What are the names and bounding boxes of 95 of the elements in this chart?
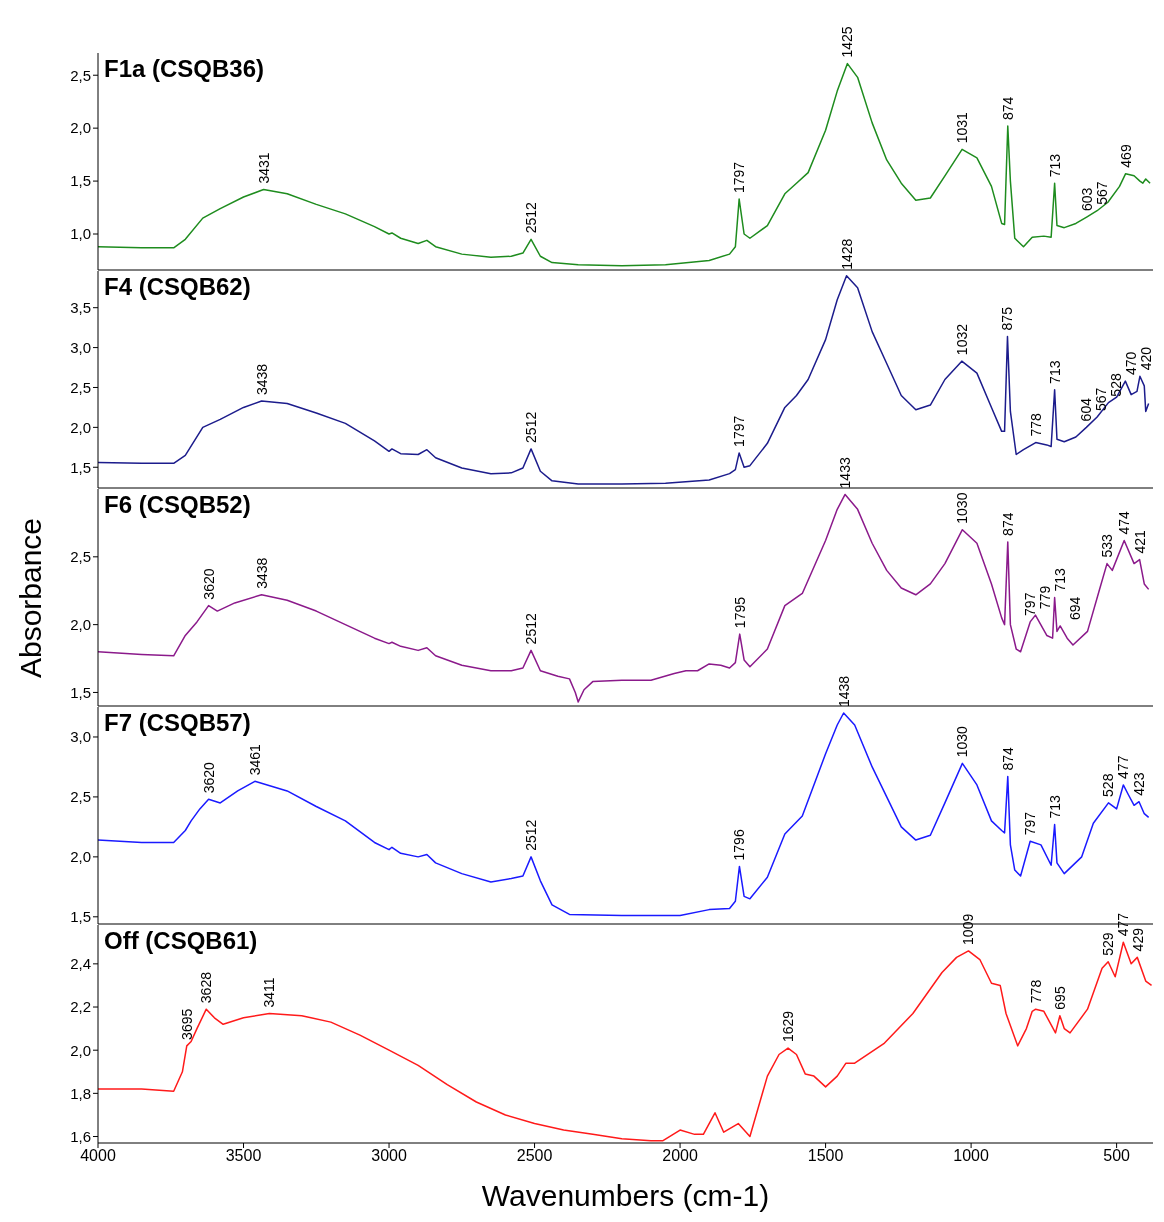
annotation: 778 [1027,412,1044,437]
annotation: 1797 [731,161,748,194]
annotation: 3620 [200,568,217,600]
annotation: 779 [1037,585,1054,610]
annotation: 713 [1052,567,1069,592]
chart-title: F7 (CSQB57) [104,709,251,737]
annotation: 1629 [780,1010,797,1043]
y-tick-label: 2,0 [70,615,91,633]
annotation: 713 [1046,153,1063,178]
annotation: 1438 [835,675,852,707]
y-tick-label: 3,0 [70,728,91,746]
annotation: 421 [1131,529,1148,554]
annotation: 2512 [523,613,540,645]
chart-title: F6 (CSQB52) [104,491,251,519]
annotation: 2512 [523,201,540,234]
annotation: 694 [1067,596,1084,620]
annotation: 3438 [253,363,270,396]
annotation: 3431 [255,152,272,184]
annotation: 3628 [198,971,215,1004]
x-tick-label: 3500 [225,1147,262,1165]
annotation: 470 [1123,351,1140,376]
annotation: 567 [1093,387,1110,411]
y-tick-label: 2,5 [70,788,91,806]
annotation: 528 [1100,773,1117,797]
annotation: 778 [1027,979,1044,1004]
annotation: 1428 [838,238,855,270]
annotation: 1030 [954,492,971,524]
annotation: 797 [1022,811,1039,836]
annotation: 477 [1115,755,1132,779]
annotation: 3438 [253,557,270,589]
annotation: 875 [999,306,1016,331]
annotation: 713 [1046,794,1063,819]
chart-title: Off (CSQB61) [104,927,258,955]
annotation: 874 [999,512,1016,536]
annotation: 420 [1138,346,1155,371]
y-tick-label: 2,2 [70,998,91,1016]
x-tick-label: 4000 [80,1147,116,1165]
annotation: 1795 [731,596,748,629]
x-tick-label: 2500 [516,1147,553,1165]
y-tick-label: 1,8 [70,1084,91,1102]
x-tick-label: 2000 [662,1147,698,1165]
x-tick-label: 1000 [953,1147,989,1165]
y-axis-title: Absorbance [13,517,48,679]
annotation: 429 [1130,927,1147,952]
x-tick-label: 3000 [371,1147,407,1165]
x-tick-label: 1500 [807,1147,844,1165]
y-tick-label: 1,0 [70,225,91,243]
x-tick-label: 500 [1103,1147,1131,1165]
annotation: 874 [999,96,1016,121]
annotation: 1433 [837,457,854,489]
y-tick-label: 3,5 [70,299,91,317]
annotation: 1425 [839,26,856,58]
x-axis-title: Wavenumbers (cm-1) [480,1179,771,1213]
annotation: 3620 [200,761,217,794]
annotation: 2512 [523,411,540,443]
y-tick-label: 1,5 [70,172,91,190]
y-tick-label: 2,0 [70,1041,91,1059]
annotation: 477 [1115,912,1132,937]
annotation: 1009 [960,913,977,945]
annotation: 3695 [178,1008,195,1040]
annotation: 713 [1046,360,1063,384]
annotation: 874 [999,746,1016,771]
y-tick-label: 3,0 [70,338,91,356]
annotation: 423 [1131,772,1148,796]
annotation: 474 [1116,510,1133,535]
annotation: 2512 [523,819,540,851]
y-tick-label: 2,5 [70,66,91,84]
y-tick-label: 2,0 [70,119,91,137]
annotation: 3411 [261,977,278,1008]
annotation: 3461 [246,743,263,776]
annotation: 469 [1117,144,1134,168]
annotation: 1797 [731,415,748,447]
annotation: 1796 [731,829,748,861]
y-tick-label: 1,5 [70,683,91,701]
annotation: 529 [1100,932,1117,956]
y-tick-label: 1,5 [70,458,91,476]
annotation: 533 [1099,534,1116,558]
y-tick-label: 2,5 [70,548,91,566]
y-tick-label: 1,5 [70,908,91,926]
y-tick-label: 2,0 [70,418,91,436]
annotation: 1031 [954,111,971,144]
y-tick-label: 2,0 [70,848,91,866]
chart-title: F1a (CSQB36) [104,55,265,83]
annotation: 1030 [954,725,971,758]
chart-title: F4 (CSQB62) [104,273,251,301]
annotation: 567 [1093,181,1110,205]
annotation: 604 [1078,397,1095,422]
y-tick-label: 2,5 [70,378,91,396]
y-tick-label: 2,4 [70,955,91,973]
y-tick-label: 1,6 [70,1127,91,1145]
annotation: 1032 [953,323,970,356]
annotation: 797 [1022,592,1039,616]
annotation: 603 [1078,187,1095,212]
annotation: 528 [1108,373,1125,397]
annotation: 695 [1051,986,1068,1010]
